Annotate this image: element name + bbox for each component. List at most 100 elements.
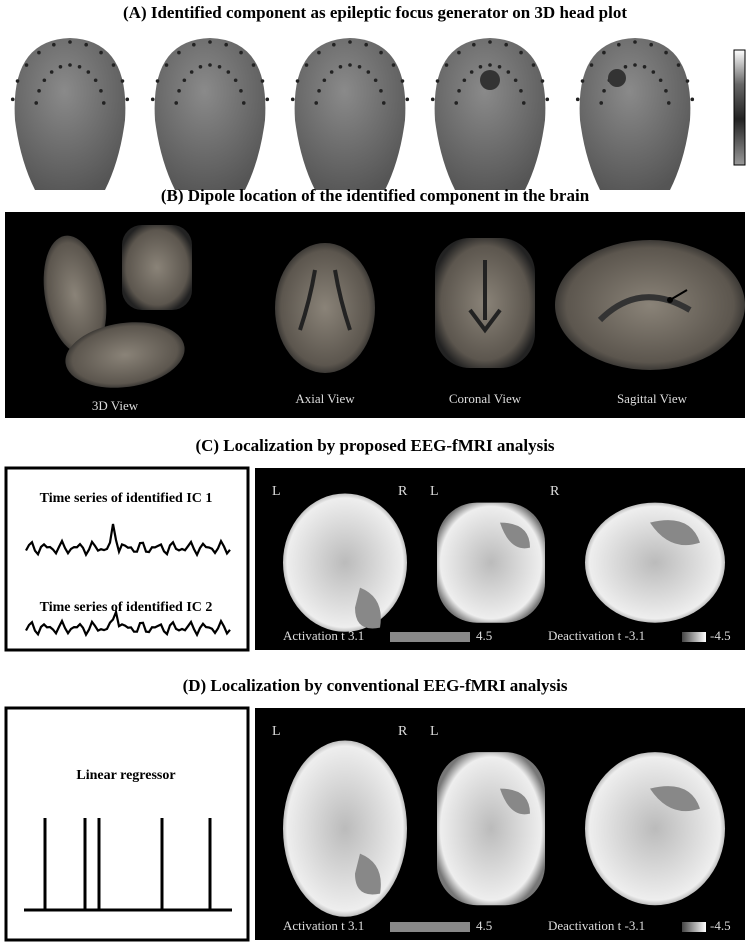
sagittal-slice: [585, 502, 725, 623]
dipole-images: [43, 225, 745, 388]
electrode: [381, 101, 386, 105]
electrode: [226, 70, 231, 74]
coronal-slice: [437, 752, 545, 906]
head: [14, 38, 126, 190]
fmri-panel: L R L R Activation t 3.1 4.5 Deactivation t -3…: [255, 468, 745, 650]
electrode: [15, 79, 20, 83]
electrode: [488, 40, 492, 44]
electrode: [52, 42, 56, 47]
electrode: [649, 42, 653, 47]
electrode: [93, 78, 98, 83]
waveform: [25, 523, 231, 558]
electrode: [400, 79, 405, 83]
electrode: [317, 50, 321, 55]
electrode: [469, 70, 474, 74]
electrode: [182, 78, 187, 83]
electrode: [329, 70, 334, 74]
activation: [355, 520, 700, 629]
orientation-label: L: [430, 484, 439, 499]
electrode: [617, 42, 621, 47]
panel-d-title: (D) Localization by conventional EEG-fMR…: [183, 676, 568, 695]
electrode: [435, 79, 440, 83]
electrode: [430, 97, 435, 102]
electrode: [633, 63, 637, 67]
electrode: [589, 63, 594, 67]
electrode: [364, 42, 368, 47]
electrode: [348, 63, 352, 67]
view-label: Axial View: [295, 391, 355, 406]
legend-label: Deactivation t -3.1: [548, 918, 645, 933]
electrode: [348, 40, 352, 44]
legend-swatch: [682, 922, 706, 932]
electrode: [519, 89, 523, 93]
electrode: [472, 42, 476, 47]
electrode: [314, 101, 319, 105]
electrode: [49, 70, 54, 74]
electrode: [685, 79, 690, 83]
head: [579, 38, 691, 190]
electrode: [34, 101, 39, 105]
timeseries-box: [4, 466, 250, 652]
electrode: [290, 97, 295, 102]
legend-label: -4.5: [710, 918, 731, 933]
view-label: Sagittal View: [617, 391, 688, 406]
electrode: [519, 50, 523, 55]
electrode: [304, 63, 309, 67]
legend-label: Deactivation t -3.1: [548, 628, 645, 643]
electrode: [174, 101, 179, 105]
electrode: [208, 63, 212, 67]
electrode: [599, 101, 604, 105]
electrode: [690, 97, 695, 102]
electrode: [444, 63, 449, 67]
electrode: [155, 79, 160, 83]
electrode: [84, 42, 88, 47]
regressor-box: [4, 706, 250, 942]
electrode: [208, 40, 212, 44]
electrode: [545, 97, 550, 102]
electrode: [531, 63, 536, 67]
electrode: [521, 101, 526, 105]
electrode: [357, 64, 362, 69]
electrode: [623, 64, 628, 69]
electrode: [658, 78, 663, 83]
electrode: [575, 97, 580, 102]
electrode: [651, 70, 656, 74]
electrode: [540, 79, 545, 83]
legend-label: 4.5: [476, 918, 492, 933]
electrode: [602, 89, 606, 93]
electrode: [58, 64, 63, 69]
electrode: [10, 97, 15, 102]
electrode: [150, 97, 155, 102]
orientation-label: R: [398, 724, 408, 739]
head: [154, 38, 266, 190]
view-label: 3D View: [92, 398, 139, 413]
orientation-label: L: [272, 484, 281, 499]
electrode: [86, 70, 91, 74]
electrode: [233, 78, 238, 83]
electrode: [322, 78, 327, 83]
head: [294, 38, 406, 190]
electrode: [478, 64, 483, 69]
focus: [608, 69, 626, 87]
fmri-panel: L R L Activation t 3.1 4.5 Deactivation t -3.…: [255, 708, 745, 940]
electrode: [37, 89, 41, 93]
electrode: [366, 70, 371, 74]
electrode: [405, 97, 410, 102]
electrode: [177, 89, 181, 93]
electrode: [24, 63, 29, 67]
electrode: [295, 79, 300, 83]
legend-label: 4.5: [476, 628, 492, 643]
electrode: [676, 63, 681, 67]
electrode: [602, 50, 606, 55]
electrode: [666, 101, 671, 105]
electrode: [239, 50, 243, 55]
orientation-label: R: [550, 484, 560, 499]
legend-label: Activation t 3.1: [283, 918, 364, 933]
electrode: [101, 101, 106, 105]
electrode: [99, 89, 103, 93]
electrode: [462, 78, 467, 83]
legend-swatch: [390, 632, 470, 642]
electrode: [192, 42, 196, 47]
